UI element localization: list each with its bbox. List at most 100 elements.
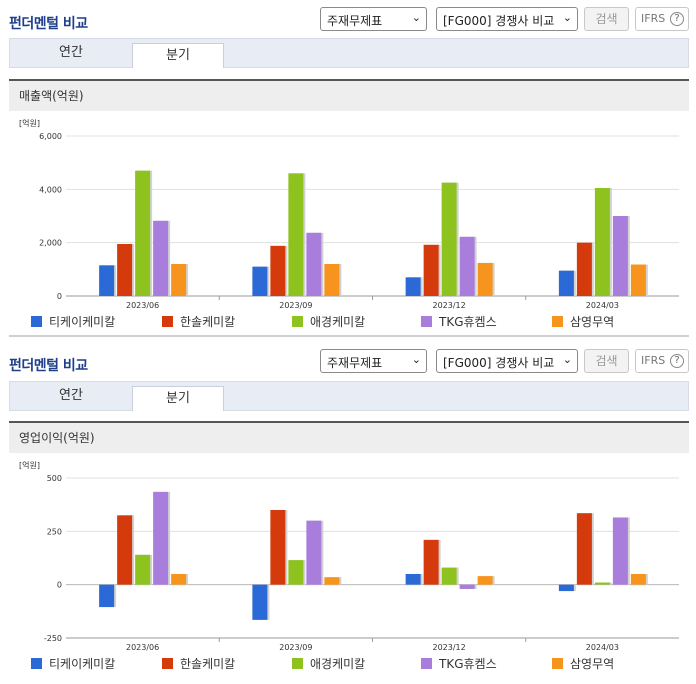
bar	[99, 584, 115, 608]
x-tick-label: 2023/09	[279, 643, 312, 652]
y-tick-label: 0	[57, 581, 62, 590]
compare-select-value: [FG000] 경쟁사 비교	[443, 356, 555, 370]
bar	[459, 236, 475, 296]
x-tick-label: 2023/06	[126, 301, 159, 310]
chevron-down-icon: ⌄	[562, 11, 572, 24]
chart-title-operating-profit: 영업이익(억원)	[9, 421, 689, 453]
y-tick-label: 4,000	[39, 185, 62, 194]
help-icon[interactable]: ?	[670, 354, 684, 368]
bar	[117, 244, 133, 296]
legend-swatch	[421, 658, 432, 669]
operating-profit-chart: [억원] 500 250 0 -250 2023/06 2023/09 2023/12 2024…	[19, 460, 679, 671]
bar	[306, 520, 322, 585]
search-button[interactable]: 검색	[584, 349, 629, 373]
bar	[558, 584, 574, 592]
chevron-down-icon: ⌄	[411, 11, 421, 24]
y-unit-label: [억원]	[19, 118, 40, 128]
bar	[153, 220, 169, 296]
x-tick-label: 2023/09	[279, 301, 312, 310]
bar	[405, 574, 421, 585]
legend-label: 애경케미칼	[310, 315, 365, 329]
y-tick-label: 250	[47, 527, 62, 536]
y-tick-label: -250	[44, 634, 62, 643]
bar	[288, 173, 304, 296]
tab-quarterly[interactable]: 분기	[132, 386, 224, 411]
bar	[171, 264, 187, 296]
y-tick-label: 2,000	[39, 239, 62, 248]
divider	[9, 335, 689, 337]
y-unit-label: [억원]	[19, 460, 40, 470]
bar	[594, 188, 610, 296]
bar	[423, 539, 439, 585]
legend-label: TKG휴켐스	[438, 315, 497, 329]
bar	[153, 491, 169, 585]
compare-select[interactable]: [FG000] 경쟁사 비교 ⌄	[436, 7, 578, 31]
fundamental-header-1: 펀더멘털 비교 주재무제표 ⌄ [FG000] 경쟁사 비교 ⌄ 검색 IFRS…	[0, 0, 696, 34]
bar	[270, 245, 286, 296]
statement-select[interactable]: 주재무제표 ⌄	[320, 349, 427, 373]
statement-select[interactable]: 주재무제표 ⌄	[320, 7, 427, 31]
chevron-down-icon: ⌄	[411, 353, 421, 366]
y-tick-label: 0	[57, 292, 62, 301]
statement-select-value: 주재무제표	[327, 356, 383, 370]
bar	[576, 242, 592, 296]
bar	[594, 582, 610, 585]
bar	[324, 577, 340, 585]
revenue-chart: [억원] 6,000 4,000 2,000 0 2023/06 2023/09 2023/1…	[19, 118, 679, 329]
tab-quarterly[interactable]: 분기	[132, 43, 224, 68]
help-icon[interactable]: ?	[670, 12, 684, 26]
legend-swatch	[292, 658, 303, 669]
bar	[135, 170, 151, 296]
bar	[117, 515, 133, 585]
bar	[423, 244, 439, 296]
y-tick-label: 500	[47, 474, 62, 483]
bar	[612, 517, 628, 585]
bar	[324, 264, 340, 296]
x-tick-label: 2024/03	[586, 643, 619, 652]
bar	[612, 216, 628, 296]
bar	[558, 270, 574, 296]
tab-annual[interactable]: 연간	[59, 388, 83, 403]
bar	[252, 584, 268, 620]
ifrs-toggle[interactable]: IFRS ?	[635, 349, 689, 373]
bar	[477, 262, 493, 296]
legend-swatch	[552, 658, 563, 669]
ifrs-label: IFRS	[641, 354, 666, 367]
legend-swatch	[31, 658, 42, 669]
legend-label: 한솔케미칼	[180, 315, 235, 329]
legend-swatch	[31, 316, 42, 327]
legend-label: 삼영무역	[570, 657, 614, 671]
legend-label: 티케이케미칼	[49, 315, 115, 329]
x-tick-label: 2023/12	[433, 643, 466, 652]
y-tick-label: 6,000	[39, 132, 62, 141]
search-button[interactable]: 검색	[584, 7, 629, 31]
bar	[441, 182, 457, 296]
page-title: 펀더멘털 비교	[9, 16, 88, 32]
bar	[477, 576, 493, 585]
period-tabs-1: 연간 분기	[9, 38, 689, 68]
bar	[252, 266, 268, 296]
bar	[441, 567, 457, 585]
chart-title-revenue: 매출액(억원)	[9, 79, 689, 111]
bar	[270, 510, 286, 585]
legend-label: 애경케미칼	[310, 657, 365, 671]
bar	[630, 264, 646, 296]
chevron-down-icon: ⌄	[562, 353, 572, 366]
legend-swatch	[292, 316, 303, 327]
page-title: 펀더멘털 비교	[9, 358, 88, 374]
legend-label: 한솔케미칼	[180, 657, 235, 671]
legend-label: 삼영무역	[570, 315, 614, 329]
bar	[288, 560, 304, 585]
tab-annual[interactable]: 연간	[59, 45, 83, 60]
bar	[135, 554, 151, 585]
bar	[306, 232, 322, 296]
fundamental-header-2: 펀더멘털 비교 주재무제표 ⌄ [FG000] 경쟁사 비교 ⌄ 검색 IFRS…	[0, 342, 696, 376]
compare-select[interactable]: [FG000] 경쟁사 비교 ⌄	[436, 349, 578, 373]
ifrs-toggle[interactable]: IFRS ?	[635, 7, 689, 31]
legend-swatch	[162, 316, 173, 327]
bar	[576, 513, 592, 585]
x-tick-label: 2024/03	[586, 301, 619, 310]
x-tick-label: 2023/06	[126, 643, 159, 652]
statement-select-value: 주재무제표	[327, 14, 383, 28]
compare-select-value: [FG000] 경쟁사 비교	[443, 14, 555, 28]
